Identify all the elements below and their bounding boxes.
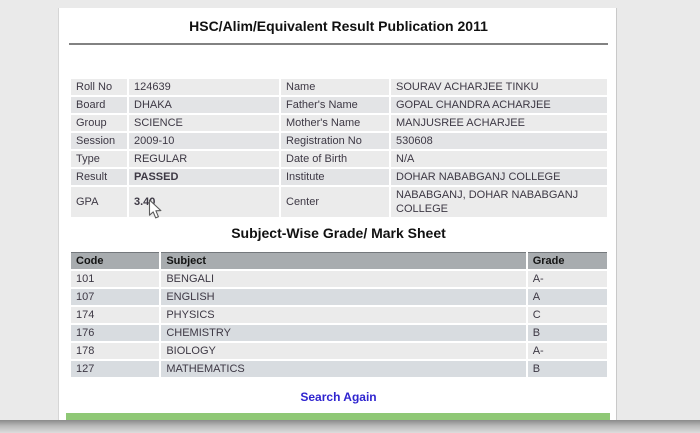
- search-again-link[interactable]: Search Again: [300, 390, 377, 404]
- subject-grade: C: [527, 307, 607, 323]
- info-label: Name: [281, 79, 389, 95]
- table-row: 178 BIOLOGY A-: [71, 343, 607, 359]
- grade-sheet-table: Code Subject Grade 101 BENGALI A- 107 EN…: [69, 250, 609, 379]
- info-value: GOPAL CHANDRA ACHARJEE: [391, 97, 607, 113]
- info-value: 530608: [391, 133, 607, 149]
- info-row-type: Type REGULAR Date of Birth N/A: [71, 151, 607, 167]
- column-header-code: Code: [71, 252, 160, 269]
- page-content: HSC/Alim/Equivalent Result Publication 2…: [59, 8, 616, 420]
- info-row-board: Board DHAKA Father's Name GOPAL CHANDRA …: [71, 97, 607, 113]
- grade-sheet-heading: Subject-Wise Grade/ Mark Sheet: [231, 225, 446, 241]
- table-row: 127 MATHEMATICS B: [71, 361, 607, 377]
- table-row: 174 PHYSICS C: [71, 307, 607, 323]
- info-label: Board: [71, 97, 127, 113]
- subject-name: BENGALI: [161, 271, 526, 287]
- table-row: 101 BENGALI A-: [71, 271, 607, 287]
- subject-code: 127: [71, 361, 160, 377]
- info-label: Registration No: [281, 133, 389, 149]
- info-value: MANJUSREE ACHARJEE: [391, 115, 607, 131]
- column-header-subject: Subject: [161, 252, 526, 269]
- subject-code: 174: [71, 307, 160, 323]
- page-title: HSC/Alim/Equivalent Result Publication 2…: [189, 18, 488, 34]
- info-row-roll: Roll No 124639 Name SOURAV ACHARJEE TINK…: [71, 79, 607, 95]
- subject-code: 107: [71, 289, 160, 305]
- info-row-gpa: GPA 3.40 Center NABABGANJ, DOHAR NABABGA…: [71, 187, 607, 217]
- title-divider: [69, 43, 608, 45]
- subject-grade: A-: [527, 343, 607, 359]
- info-value: SCIENCE: [129, 115, 279, 131]
- info-label: Roll No: [71, 79, 127, 95]
- info-row-group: Group SCIENCE Mother's Name MANJUSREE AC…: [71, 115, 607, 131]
- info-value: NABABGANJ, DOHAR NABABGANJ COLLEGE: [391, 187, 607, 217]
- footer-green-bar: [66, 413, 610, 420]
- info-row-result: Result PASSED Institute DOHAR NABABGANJ …: [71, 169, 607, 185]
- subject-grade: A-: [527, 271, 607, 287]
- info-label: GPA: [71, 187, 127, 217]
- info-label: Type: [71, 151, 127, 167]
- subject-name: ENGLISH: [161, 289, 526, 305]
- student-info-table: Roll No 124639 Name SOURAV ACHARJEE TINK…: [69, 77, 609, 219]
- info-label: Result: [71, 169, 127, 185]
- info-value: DHAKA: [129, 97, 279, 113]
- info-value: DOHAR NABABGANJ COLLEGE: [391, 169, 607, 185]
- column-header-grade: Grade: [527, 252, 607, 269]
- subject-code: 176: [71, 325, 160, 341]
- table-row: 107 ENGLISH A: [71, 289, 607, 305]
- result-value: PASSED: [129, 169, 279, 185]
- info-label: Center: [281, 187, 389, 217]
- subject-name: MATHEMATICS: [161, 361, 526, 377]
- grade-sheet-header-row: Code Subject Grade: [71, 252, 607, 269]
- result-page: HSC/Alim/Equivalent Result Publication 2…: [58, 8, 617, 420]
- info-label: Group: [71, 115, 127, 131]
- subject-code: 178: [71, 343, 160, 359]
- gpa-value: 3.40: [129, 187, 279, 217]
- viewport-bottom-shadow: [0, 420, 700, 433]
- info-label: Date of Birth: [281, 151, 389, 167]
- subject-code: 101: [71, 271, 160, 287]
- subject-name: CHEMISTRY: [161, 325, 526, 341]
- info-label: Mother's Name: [281, 115, 389, 131]
- info-label: Father's Name: [281, 97, 389, 113]
- info-value: 2009-10: [129, 133, 279, 149]
- table-row: 176 CHEMISTRY B: [71, 325, 607, 341]
- info-value: N/A: [391, 151, 607, 167]
- info-row-session: Session 2009-10 Registration No 530608: [71, 133, 607, 149]
- info-label: Session: [71, 133, 127, 149]
- subject-name: BIOLOGY: [161, 343, 526, 359]
- subject-grade: B: [527, 325, 607, 341]
- subject-grade: B: [527, 361, 607, 377]
- info-value: 124639: [129, 79, 279, 95]
- info-value: REGULAR: [129, 151, 279, 167]
- search-again-container: Search Again: [69, 388, 608, 406]
- info-label: Institute: [281, 169, 389, 185]
- subject-name: PHYSICS: [161, 307, 526, 323]
- subject-grade: A: [527, 289, 607, 305]
- info-value: SOURAV ACHARJEE TINKU: [391, 79, 607, 95]
